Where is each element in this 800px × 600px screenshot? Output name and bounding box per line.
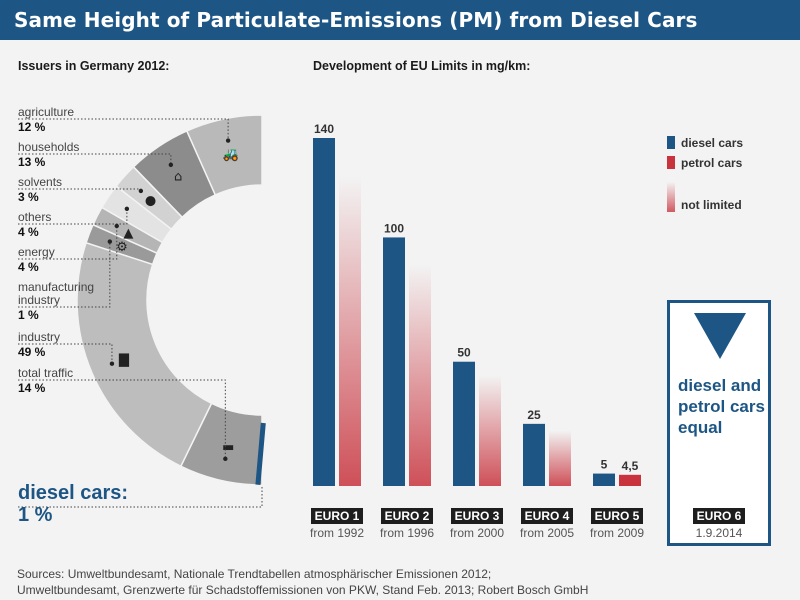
house-icon: ⌂ [174, 170, 182, 185]
legend-diesel: diesel cars [681, 136, 744, 150]
eu-limits-title: Development of EU Limits in mg/km: [313, 59, 531, 73]
segment-percent-4: 4 % [18, 260, 39, 274]
down-triangle-icon [694, 313, 746, 359]
segment-dot-7 [223, 456, 228, 462]
segment-leader-0 [18, 118, 229, 141]
segment-label-4: energy [18, 245, 55, 259]
segment-label-7: total traffic [18, 366, 74, 380]
page-title: Same Height of Particulate-Emissions (PM… [0, 0, 800, 40]
petrol-not-limited-bar-0 [339, 176, 361, 486]
segment-percent-7: 14 % [18, 381, 46, 395]
category-label-1: EURO 2 [381, 508, 433, 524]
petrol-not-limited-bar-1 [409, 264, 431, 486]
legend-not-limited-swatch [667, 182, 675, 212]
segment-percent-5: 1 % [18, 308, 39, 322]
diesel-value-0: 140 [314, 122, 334, 136]
diesel-bar-3 [523, 423, 545, 486]
euro6-box: diesel and petrol cars equal [667, 300, 771, 546]
segment-dot-3 [124, 206, 130, 212]
legend-petrol: petrol cars [681, 156, 743, 170]
sources: Sources: Umweltbundesamt, Nationale Tren… [17, 566, 588, 598]
segment-leader-3 [18, 208, 128, 225]
segment-leader-5 [18, 241, 111, 308]
issuers-title: Issuers in Germany 2012: [18, 59, 170, 73]
legend-diesel-swatch [667, 136, 675, 149]
gear-icon: ⚙ [116, 240, 128, 255]
segment-label-3: others [18, 210, 52, 224]
segment-dot-6 [109, 361, 115, 366]
segment-percent-1: 13 % [18, 155, 46, 169]
diesel-cars-percent: 1 % [18, 504, 53, 526]
segment-percent-2: 3 % [18, 190, 39, 204]
drop-icon: ● [145, 194, 156, 209]
segment-label-5: manufacturing industry [18, 280, 95, 307]
petrol-bar-4 [619, 474, 641, 486]
diesel-cars-label: diesel cars: [18, 482, 129, 504]
segment-dot-2 [138, 188, 144, 194]
energy-icon: ▲ [123, 226, 133, 241]
diesel-bar-0 [313, 138, 335, 486]
segment-label-0: agriculture [18, 105, 75, 119]
segment-dot-4 [114, 223, 119, 229]
segment-dot-5 [107, 239, 113, 244]
segment-dot-1 [168, 162, 174, 168]
factory-icon: ▇ [118, 353, 130, 368]
segment-percent-6: 49 % [18, 345, 46, 359]
segment-label-6: industry [18, 330, 61, 344]
petrol-not-limited-bar-3 [549, 430, 571, 486]
ring-segment-industry [76, 241, 213, 468]
diesel-value-1: 100 [384, 221, 404, 235]
petrol-not-limited-bar-2 [479, 375, 501, 486]
sources-line-2: Umweltbundesamt, Grenzwerte für Schadsto… [17, 583, 589, 597]
segment-label-2: solvents [18, 175, 63, 189]
diesel-bar-4 [593, 473, 615, 486]
segment-percent-3: 4 % [18, 225, 39, 239]
segment-leader-4 [18, 225, 118, 260]
ring-segment-total-traffic [179, 402, 263, 486]
category-label-2: EURO 3 [451, 508, 503, 524]
category-label-0: EURO 1 [311, 508, 363, 524]
category-date-1: from 1996 [379, 526, 435, 540]
segment-leader-7 [18, 379, 226, 459]
category-label-5: EURO 6 [693, 508, 745, 524]
category-label-3: EURO 4 [521, 508, 573, 524]
category-date-5: 1.9.2014 [695, 526, 743, 540]
category-date-2: from 2000 [449, 526, 505, 540]
segment-percent-0: 12 % [18, 120, 46, 134]
category-date-3: from 2005 [519, 526, 575, 540]
diesel-bar-1 [383, 237, 405, 486]
legend-petrol-swatch [667, 156, 675, 169]
diesel-value-3: 25 [527, 408, 541, 422]
diesel-value-4: 5 [601, 458, 608, 472]
diesel-bar-2 [453, 361, 475, 486]
segment-label-1: households [18, 140, 80, 154]
equal-text: diesel and petrol cars equal [678, 376, 765, 437]
legend-not-limited: not limited [681, 198, 742, 212]
car-icon: ▬ [222, 440, 234, 455]
diesel-value-2: 50 [457, 346, 471, 360]
segment-dot-0 [225, 138, 231, 143]
category-date-4: from 2009 [589, 526, 645, 540]
category-date-0: from 1992 [309, 526, 365, 540]
tractor-icon: 🚜 [223, 147, 239, 162]
sources-line-1: Sources: Umweltbundesamt, Nationale Tren… [17, 567, 492, 581]
diesel-cars-sliver [255, 422, 266, 485]
petrol-value-4: 4,5 [622, 459, 639, 473]
category-label-4: EURO 5 [591, 508, 643, 524]
